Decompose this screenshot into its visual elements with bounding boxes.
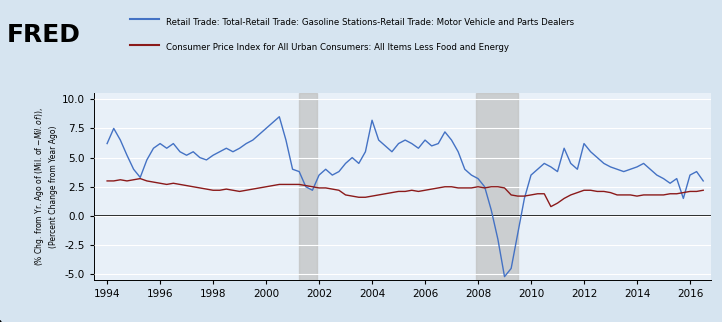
Text: Retail Trade: Total-Retail Trade: Gasoline Stations-Retail Trade: Motor Vehicle : Retail Trade: Total-Retail Trade: Gasoli… (166, 18, 574, 27)
Text: FRED: FRED (7, 23, 81, 47)
Y-axis label: (% Chg. from Yr. Ago of (Mil. of $-Mil. of $)),
(Percent Change from Year Ago): (% Chg. from Yr. Ago of (Mil. of $-Mil. … (33, 107, 58, 266)
Text: Consumer Price Index for All Urban Consumers: All Items Less Food and Energy: Consumer Price Index for All Urban Consu… (166, 43, 509, 52)
Bar (299, 93, 317, 280)
Bar (476, 93, 518, 280)
